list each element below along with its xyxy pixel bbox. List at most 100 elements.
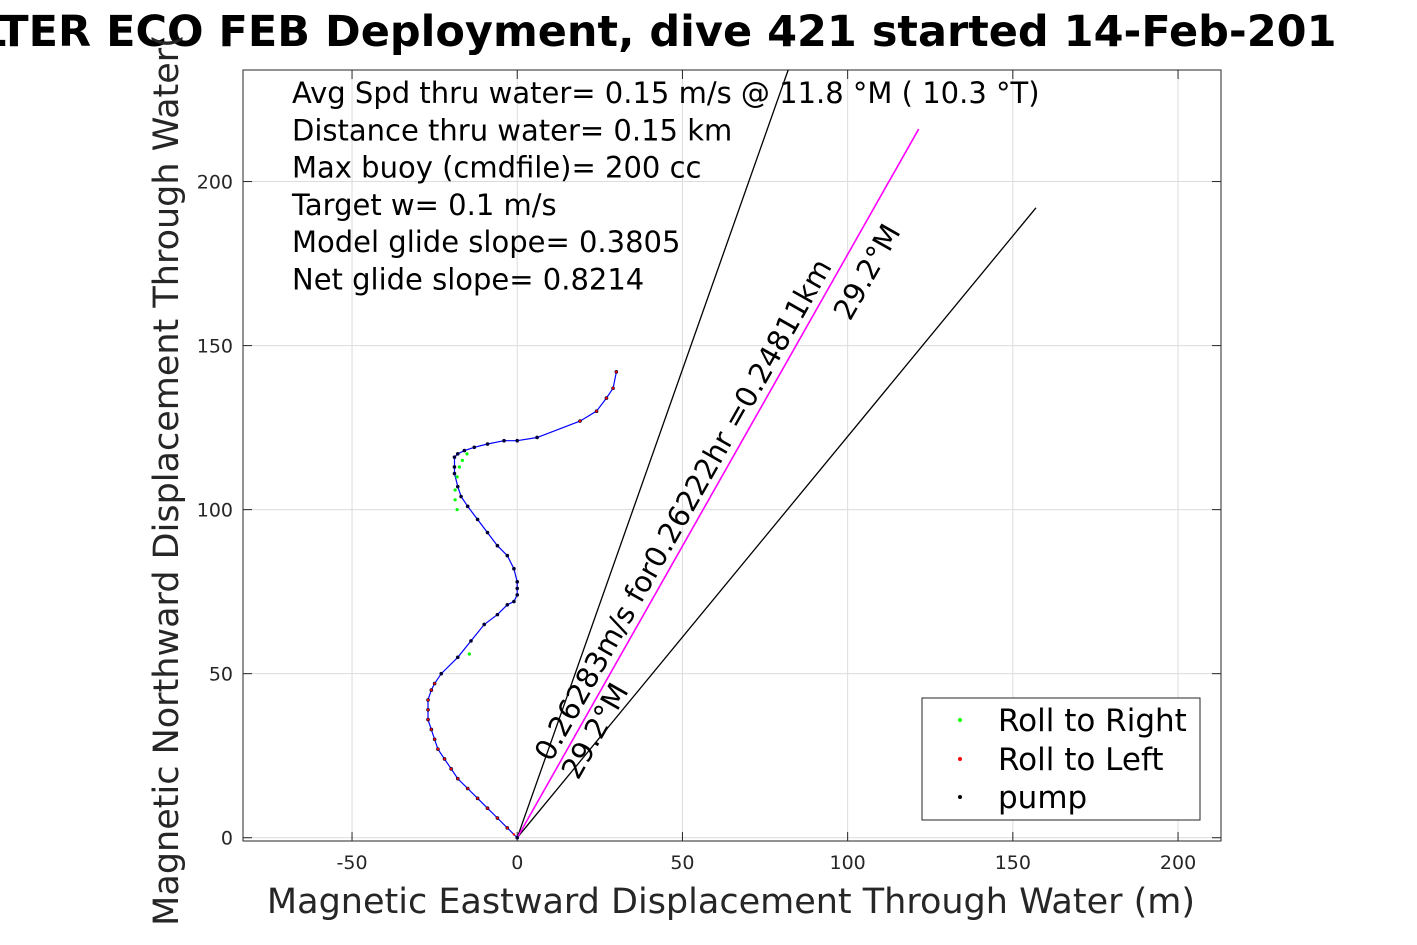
pump-point-40 <box>472 445 477 450</box>
pump-point-28 <box>505 553 510 558</box>
pump-point-0 <box>515 835 520 840</box>
roll-left-point-4 <box>476 797 479 800</box>
info-line-1: Distance thru water= 0.15 km <box>292 113 732 147</box>
axes-box <box>242 69 1222 842</box>
wedge-line-upper <box>516 69 789 838</box>
wedge-line-lower <box>516 207 1037 839</box>
pump-point-27 <box>512 566 516 571</box>
roll-left-point-8 <box>443 757 446 761</box>
grid <box>243 70 1221 841</box>
legend-box <box>921 697 1201 821</box>
legend-label-roll-right: Roll to Right <box>998 703 1187 739</box>
legend-label-roll-left: Roll to Left <box>998 742 1164 778</box>
x-tick-label-0: -50 <box>337 852 368 874</box>
roll-left-point-12 <box>426 718 430 721</box>
pump-point-34 <box>455 484 460 489</box>
roll-right-point-0 <box>467 652 471 656</box>
pump-point-21 <box>495 612 500 617</box>
x-axis-label: Magnetic Eastward Displacement Through W… <box>267 882 1195 922</box>
info-line-2: Max buoy (cmdfile)= 200 cc <box>292 151 701 185</box>
roll-left-point-7 <box>449 767 453 771</box>
roll-left-point-15 <box>430 688 433 692</box>
pump-point-36 <box>452 465 457 469</box>
roll-left-point-18 <box>595 410 598 413</box>
heading-line-path <box>516 128 920 839</box>
x-tick-label-2: 50 <box>670 852 694 874</box>
track-line <box>427 371 617 839</box>
pump-point-19 <box>469 639 473 643</box>
info-line-4: Model glide slope= 0.3805 <box>292 225 680 259</box>
x-tick-label-5: 200 <box>1160 852 1196 874</box>
legend-marker-roll-right <box>958 718 962 722</box>
pump-point-37 <box>452 455 457 459</box>
legend-label-pump: pump <box>998 780 1087 816</box>
roll-left-point-13 <box>426 708 430 711</box>
heading-line <box>516 128 920 839</box>
pump-point-33 <box>459 494 463 499</box>
legend: Roll to Right Roll to Left pump <box>921 697 1201 821</box>
roll-right-point-3 <box>453 488 457 492</box>
chart-title: LTER ECO FEB Deployment, dive 421 starte… <box>0 7 1337 57</box>
roll-right-point-5 <box>457 465 462 469</box>
x-tick-label-4: 150 <box>995 852 1031 874</box>
y-tick-label-0: 0 <box>221 828 233 850</box>
plot-frame <box>242 69 1222 842</box>
info-line-5: Net glide slope= 0.8214 <box>292 263 644 297</box>
x-ticks: -50 0 50 100 150 200 <box>337 70 1196 874</box>
x-tick-label-1: 0 <box>511 852 523 874</box>
roll-right-point-6 <box>460 458 464 463</box>
pump-point-30 <box>485 530 490 535</box>
roll-left-point-14 <box>426 698 430 702</box>
roll-left-point-1 <box>506 826 509 830</box>
roll-left-point-0 <box>512 833 516 836</box>
roll-left-point-6 <box>456 777 459 780</box>
info-line-0: Avg Spd thru water= 0.15 m/s @ 11.8 °M (… <box>292 76 1040 110</box>
y-tick-label-2: 100 <box>197 500 233 522</box>
roll-left-point-9 <box>436 747 440 751</box>
roll-left-point-17 <box>578 419 582 423</box>
y-axis-label: Magnetic Northward Displacement Through … <box>147 34 187 926</box>
pump-point-17 <box>439 671 444 676</box>
roll-left-point-2 <box>496 816 499 820</box>
pump-point-18 <box>455 655 460 660</box>
roll-right-point-1 <box>455 508 459 512</box>
pump-point-32 <box>465 504 470 509</box>
legend-marker-roll-left <box>958 757 962 761</box>
x-tick-label-3: 100 <box>830 852 866 874</box>
roll-right-point-7 <box>465 452 469 456</box>
roll-left-point-19 <box>605 396 608 400</box>
roll-left-point-21 <box>615 370 618 374</box>
roll-left-point-5 <box>466 787 469 790</box>
roll-right-point-4 <box>455 475 459 479</box>
roll-left-point-20 <box>611 387 615 390</box>
pump-point-39 <box>462 448 467 453</box>
roll-left-point-11 <box>430 728 433 731</box>
pump-point-44 <box>535 435 539 440</box>
info-line-3: Target w= 0.1 m/s <box>291 188 557 222</box>
info-block: Avg Spd thru water= 0.15 m/s @ 11.8 °M (… <box>291 76 1040 297</box>
glider-track <box>426 370 619 840</box>
pump-point-25 <box>515 586 520 591</box>
pump-point-20 <box>482 622 486 627</box>
legend-marker-pump <box>958 795 962 799</box>
pump-point-42 <box>502 438 506 443</box>
pump-point-43 <box>515 438 520 443</box>
roll-left-point-16 <box>433 682 436 685</box>
roll-left-point-3 <box>486 806 489 810</box>
y-tick-label-4: 200 <box>197 172 233 194</box>
roll-right-point-2 <box>453 498 457 502</box>
pump-point-23 <box>512 599 516 604</box>
pump-point-35 <box>452 471 457 476</box>
pump-point-29 <box>495 543 500 548</box>
pump-point-31 <box>475 517 480 522</box>
pump-point-38 <box>455 452 460 456</box>
heading-wedge <box>516 69 1037 839</box>
pump-point-41 <box>485 442 490 446</box>
pump-point-22 <box>505 602 510 607</box>
pump-point-26 <box>515 580 520 584</box>
roll-left-point-10 <box>433 738 436 741</box>
y-tick-label-1: 50 <box>209 664 233 686</box>
y-tick-label-3: 150 <box>197 336 233 358</box>
y-ticks: 0 50 100 150 200 <box>197 172 1221 850</box>
